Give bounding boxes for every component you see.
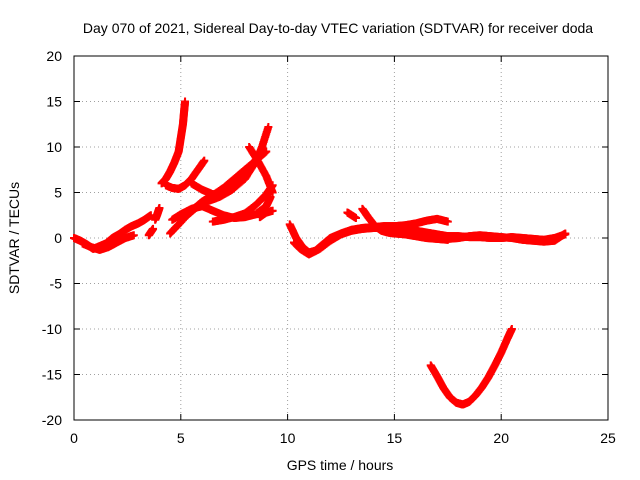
y-tick-label: 5	[54, 185, 62, 201]
y-axis-label: SDTVAR / TECUs	[6, 182, 22, 294]
y-tick-label: -15	[42, 367, 62, 383]
data-point	[351, 213, 360, 222]
data-point	[181, 97, 190, 106]
x-tick-label: 0	[70, 430, 78, 446]
data-point	[443, 217, 452, 226]
chart-title: Day 070 of 2021, Sidereal Day-to-day VTE…	[83, 20, 593, 36]
x-tick-label: 5	[177, 430, 185, 446]
y-tick-label: -5	[50, 276, 63, 292]
series-arc-4	[144, 224, 158, 240]
y-tick-label: -20	[42, 412, 62, 428]
data-point	[264, 122, 273, 131]
series-arc-20	[426, 325, 516, 409]
y-tick-label: 0	[54, 230, 62, 246]
data-point	[268, 188, 277, 197]
data-point	[200, 156, 209, 165]
series-arc-16	[343, 208, 360, 222]
data-point	[507, 325, 516, 333]
x-tick-label: 15	[387, 430, 403, 446]
axis-ticks	[73, 55, 609, 421]
y-tick-label: 15	[46, 94, 62, 110]
series-arc-11	[208, 181, 277, 226]
series-arc-2	[78, 231, 138, 254]
data-point	[149, 224, 158, 233]
data-point	[155, 203, 164, 212]
series-arc-12	[245, 143, 277, 197]
x-tick-label: 20	[493, 430, 509, 446]
series-arc-19	[433, 229, 570, 246]
y-tick-label: 20	[46, 48, 62, 64]
tick-labels: 0 5 10 15 20 25 20 15 10 5 0 -5 -10 -15 -20	[42, 48, 616, 446]
data-points	[70, 97, 570, 409]
series-arc-6	[161, 156, 209, 193]
x-tick-label: 25	[600, 430, 616, 446]
data-point	[129, 231, 138, 240]
data-point	[268, 206, 277, 215]
grid	[74, 56, 608, 420]
x-axis-label: GPS time / hours	[287, 457, 394, 473]
y-tick-label: -10	[42, 321, 62, 337]
series-arc-3	[151, 203, 164, 224]
series-arc-13	[255, 206, 277, 222]
series-arc-5	[157, 97, 190, 188]
data-point	[561, 229, 570, 238]
series-arc-10	[168, 193, 275, 224]
x-tick-label: 10	[280, 430, 296, 446]
y-tick-label: 10	[46, 139, 62, 155]
